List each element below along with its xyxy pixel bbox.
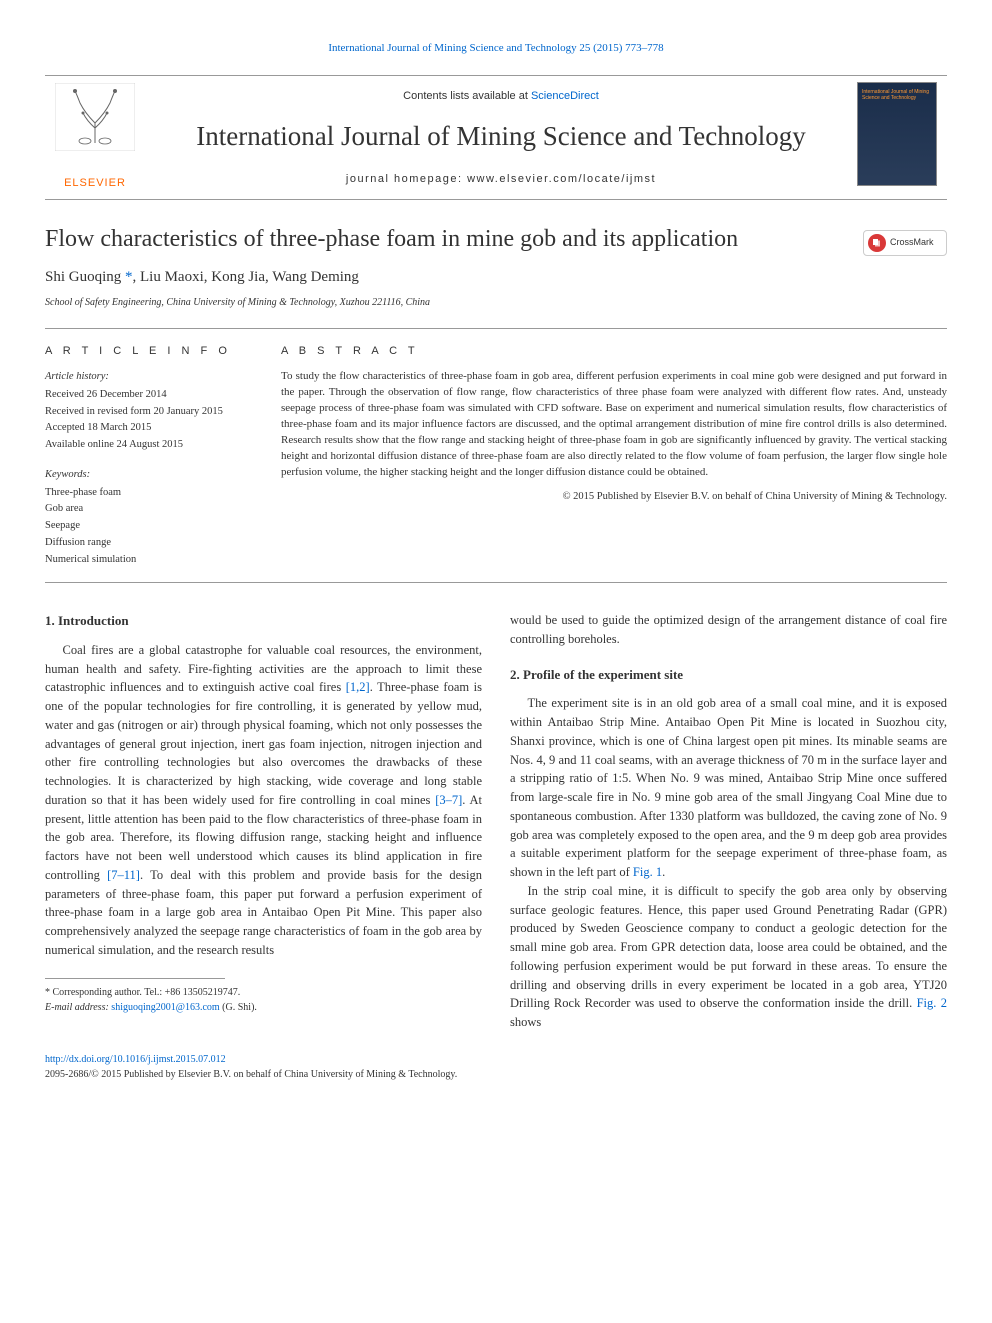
history-online: Available online 24 August 2015 xyxy=(45,437,253,453)
crossmark-label: CrossMark xyxy=(890,236,934,250)
email-label: E-mail address: xyxy=(45,1002,111,1013)
corresponding-marker[interactable]: * xyxy=(125,269,133,285)
journal-name: International Journal of Mining Science … xyxy=(145,116,857,157)
authors-line: Shi Guoqing *, Liu Maoxi, Kong Jia, Wang… xyxy=(45,266,947,289)
left-column: 1. Introduction Coal fires are a global … xyxy=(45,611,482,1032)
figure-link[interactable]: Fig. 2 xyxy=(917,996,947,1010)
history-label: Article history: xyxy=(45,369,253,385)
journal-homepage: journal homepage: www.elsevier.com/locat… xyxy=(145,171,857,188)
history-accepted: Accepted 18 March 2015 xyxy=(45,420,253,436)
email-suffix: (G. Shi). xyxy=(220,1002,257,1013)
contents-line: Contents lists available at ScienceDirec… xyxy=(145,88,857,105)
intro-paragraph: Coal fires are a global catastrophe for … xyxy=(45,641,482,960)
masthead: ELSEVIER Contents lists available at Sci… xyxy=(45,75,947,201)
ref-link[interactable]: [7–11] xyxy=(107,868,140,882)
text-run: . Three-phase foam is one of the popular… xyxy=(45,680,482,807)
affiliation: School of Safety Engineering, China Univ… xyxy=(45,295,947,310)
text-run: . xyxy=(662,865,665,879)
corr-text: Corresponding author. Tel.: +86 13505219… xyxy=(50,987,240,998)
section-1-heading: 1. Introduction xyxy=(45,611,482,631)
keyword-item: Seepage xyxy=(45,518,253,534)
contents-prefix: Contents lists available at xyxy=(403,90,531,102)
keywords-label: Keywords: xyxy=(45,467,253,483)
continuation-paragraph: would be used to guide the optimized des… xyxy=(510,611,947,649)
body-columns: 1. Introduction Coal fires are a global … xyxy=(45,611,947,1032)
issn-copyright-line: 2095-2686/© 2015 Published by Elsevier B… xyxy=(45,1067,947,1082)
abstract-block: A B S T R A C T To study the flow charac… xyxy=(265,329,947,583)
article-title: Flow characteristics of three-phase foam… xyxy=(45,224,851,254)
elsevier-wordmark: ELSEVIER xyxy=(45,175,145,192)
author-primary: Shi Guoqing xyxy=(45,269,125,285)
publisher-logo-block: ELSEVIER xyxy=(45,83,145,192)
corresponding-author-note: * Corresponding author. Tel.: +86 135052… xyxy=(45,985,482,1000)
email-link[interactable]: shiguoqing2001@163.com xyxy=(111,1002,219,1013)
masthead-center: Contents lists available at ScienceDirec… xyxy=(145,80,857,196)
text-run: shows xyxy=(510,1015,541,1029)
article-info: A R T I C L E I N F O Article history: R… xyxy=(45,329,265,583)
article-info-heading: A R T I C L E I N F O xyxy=(45,343,253,360)
abstract-text: To study the flow characteristics of thr… xyxy=(281,369,947,481)
sciencedirect-link[interactable]: ScienceDirect xyxy=(531,90,599,102)
keyword-item: Diffusion range xyxy=(45,535,253,551)
site-paragraph-1: The experiment site is in an old gob are… xyxy=(510,694,947,882)
cover-thumb-title: International Journal of Mining Science … xyxy=(862,89,932,101)
keyword-item: Gob area xyxy=(45,501,253,517)
history-revised: Received in revised form 20 January 2015 xyxy=(45,404,253,420)
text-run: The experiment site is in an old gob are… xyxy=(510,696,947,879)
keyword-item: Numerical simulation xyxy=(45,552,253,568)
authors-rest: , Liu Maoxi, Kong Jia, Wang Deming xyxy=(133,269,359,285)
figure-link[interactable]: Fig. 1 xyxy=(633,865,662,879)
abstract-heading: A B S T R A C T xyxy=(281,343,947,360)
section-2-heading: 2. Profile of the experiment site xyxy=(510,665,947,685)
elsevier-tree-icon xyxy=(55,83,135,173)
keyword-item: Three-phase foam xyxy=(45,485,253,501)
footnote-rule xyxy=(45,978,225,979)
crossmark-icon xyxy=(868,234,886,252)
doi-block: http://dx.doi.org/10.1016/j.ijmst.2015.0… xyxy=(45,1052,947,1082)
email-line: E-mail address: shiguoqing2001@163.com (… xyxy=(45,1000,482,1015)
history-received: Received 26 December 2014 xyxy=(45,387,253,403)
text-run: In the strip coal mine, it is difficult … xyxy=(510,884,947,1011)
copyright-line: © 2015 Published by Elsevier B.V. on beh… xyxy=(281,489,947,505)
article-meta-block: A R T I C L E I N F O Article history: R… xyxy=(45,328,947,584)
doi-link[interactable]: http://dx.doi.org/10.1016/j.ijmst.2015.0… xyxy=(45,1054,226,1065)
journal-cover-thumb: International Journal of Mining Science … xyxy=(857,82,947,192)
ref-link[interactable]: [1,2] xyxy=(346,680,370,694)
crossmark-badge[interactable]: CrossMark xyxy=(863,230,947,256)
right-column: would be used to guide the optimized des… xyxy=(510,611,947,1032)
site-paragraph-2: In the strip coal mine, it is difficult … xyxy=(510,882,947,1032)
top-citation: International Journal of Mining Science … xyxy=(45,40,947,57)
ref-link[interactable]: [3–7] xyxy=(435,793,462,807)
citation-link[interactable]: International Journal of Mining Science … xyxy=(328,42,663,54)
